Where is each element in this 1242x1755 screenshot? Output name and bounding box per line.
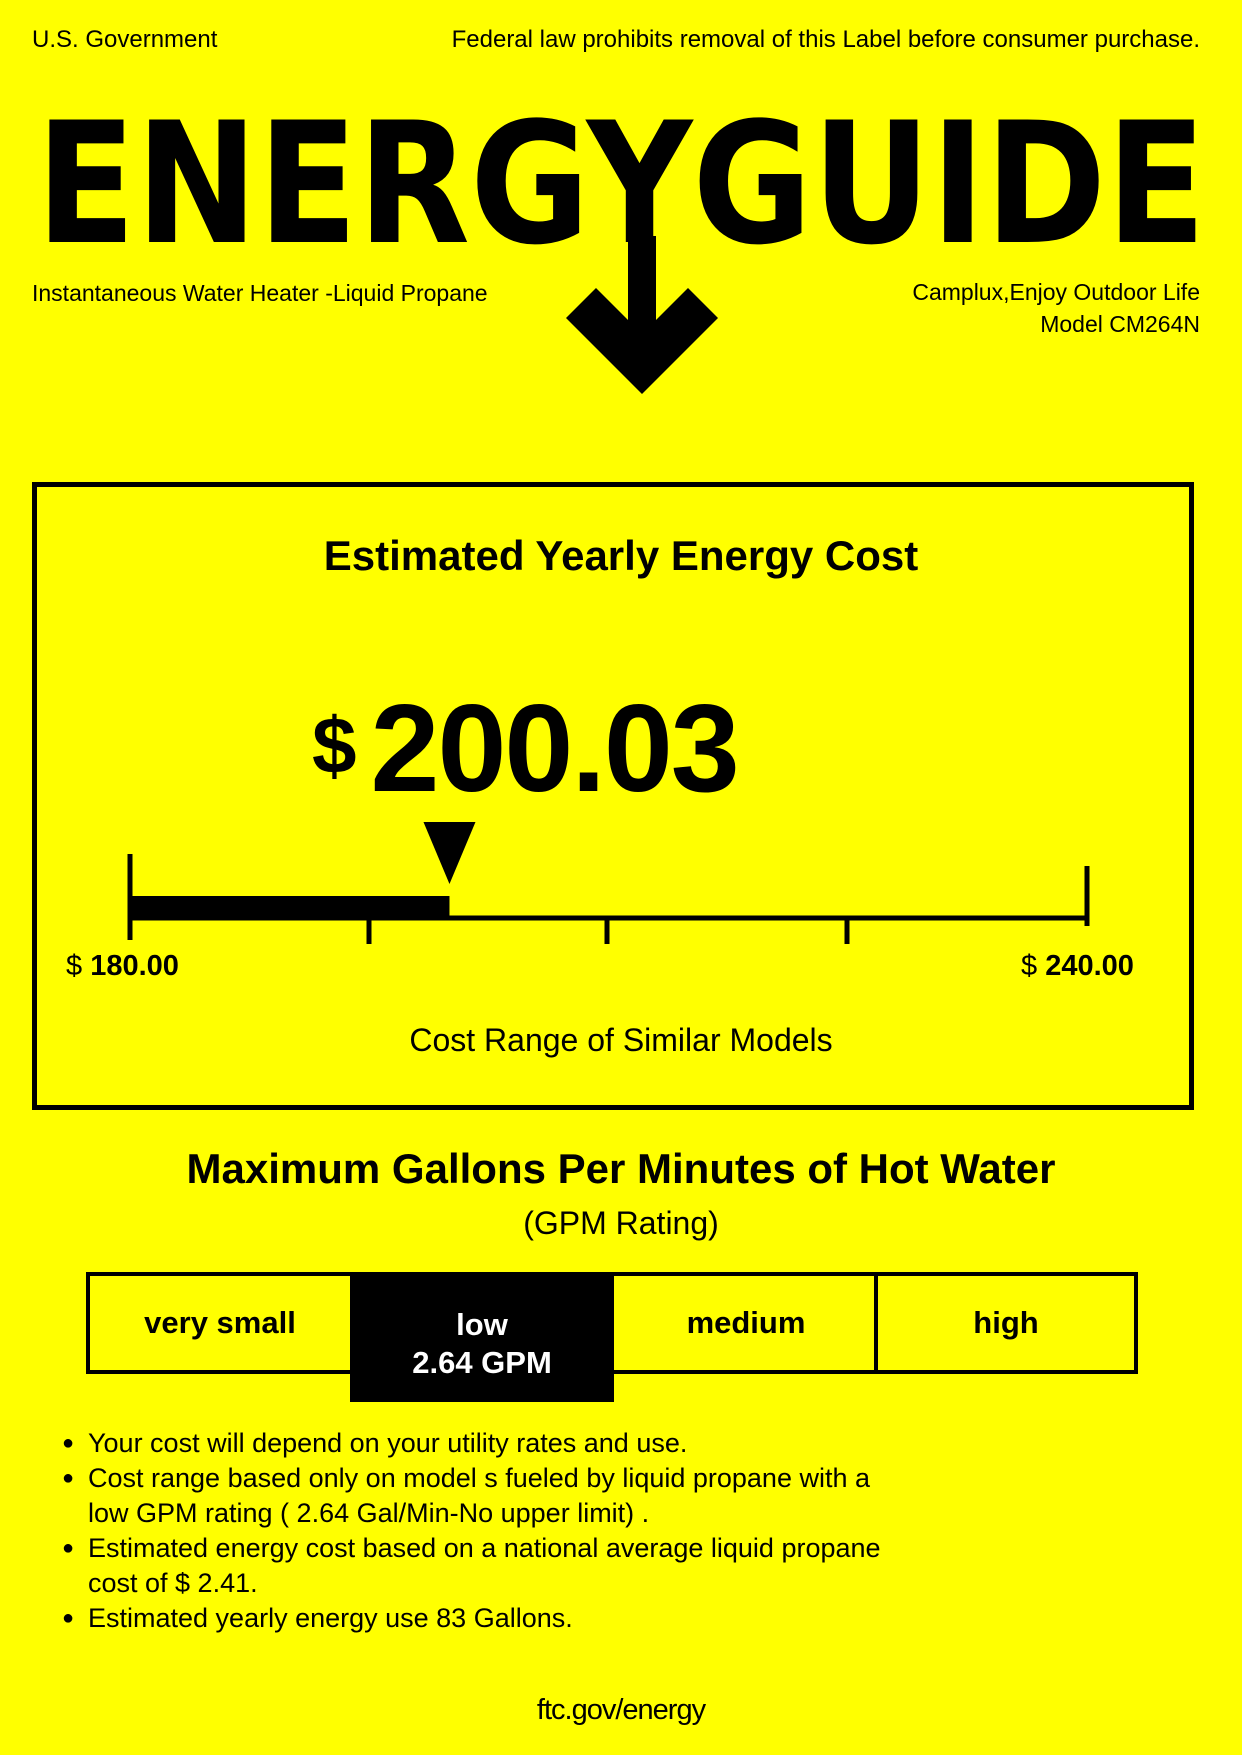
law-notice: Federal law prohibits removal of this La…: [451, 26, 1200, 53]
footer-url[interactable]: ftc.gov/energy: [536, 1694, 706, 1726]
cost-box: [32, 482, 1194, 1110]
range-low-currency: $: [66, 950, 83, 982]
cost-title: Estimated Yearly Energy Cost: [323, 532, 919, 579]
range-caption: Cost Range of Similar Models: [409, 1022, 833, 1058]
gpm-selected-value: 2.64 GPM: [412, 1345, 552, 1380]
brand-name: Camplux,Enjoy Outdoor Life: [912, 279, 1200, 305]
cost-amount: 200.03: [370, 680, 740, 818]
note-item: Cost range based only on model s fueled …: [62, 1461, 881, 1531]
notes-list: Your cost will depend on your utility ra…: [62, 1426, 881, 1636]
range-high-currency: $: [1021, 950, 1038, 982]
brand-block: Camplux,Enjoy Outdoor Life Model CM264N: [912, 276, 1200, 340]
range-low-value: 180.00: [90, 950, 179, 982]
note-line: cost of $ 2.41.: [88, 1568, 258, 1598]
cost-value: $200.03: [312, 678, 740, 820]
model-number: Model CM264N: [1040, 311, 1200, 337]
note-item: Your cost will depend on your utility ra…: [62, 1426, 881, 1461]
gpm-title: Maximum Gallons Per Minutes of Hot Water: [186, 1145, 1056, 1192]
range-high: $ 240.00: [1021, 950, 1134, 983]
energyguide-logo: ENERGYGUIDE: [36, 86, 1206, 394]
note-item: Estimated energy cost based on a nationa…: [62, 1531, 881, 1601]
note-line: low GPM rating ( 2.64 Gal/Min-No upper l…: [88, 1498, 650, 1528]
range-low: $ 180.00: [66, 950, 179, 983]
government-label: U.S. Government: [32, 26, 218, 53]
gpm-category-high: high: [973, 1305, 1039, 1340]
note-line: Estimated energy cost based on a nationa…: [88, 1533, 881, 1563]
product-type: Instantaneous Water Heater -Liquid Propa…: [32, 280, 488, 306]
logo-text: ENERGYGUIDE: [36, 86, 1206, 282]
gpm-category-very-small: very small: [90, 1276, 354, 1370]
note-line: Cost range based only on model s fueled …: [88, 1463, 870, 1493]
gpm-category-low: low: [456, 1307, 508, 1342]
gpm-selected-category: low 2.64 GPM: [350, 1272, 614, 1402]
currency-symbol: $: [312, 701, 357, 790]
range-high-value: 240.00: [1045, 950, 1134, 982]
gpm-category-medium: medium: [618, 1276, 878, 1370]
down-arrow-icon: [566, 236, 718, 394]
note-item: Estimated yearly energy use 83 Gallons.: [62, 1601, 881, 1636]
gpm-subtitle: (GPM Rating): [523, 1205, 719, 1241]
